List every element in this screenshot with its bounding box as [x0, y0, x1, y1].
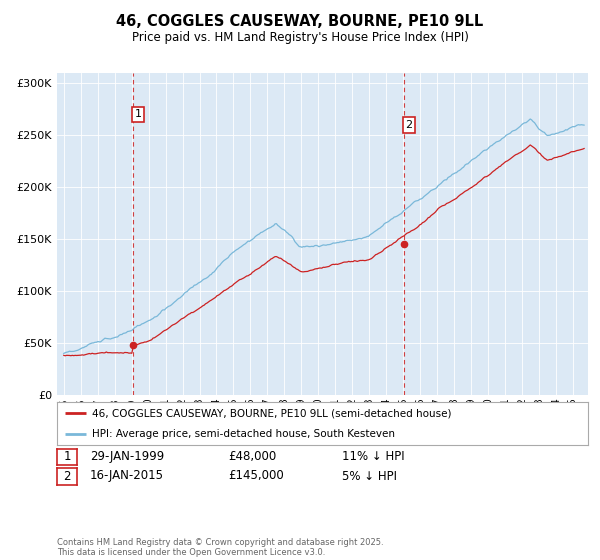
Text: 46, COGGLES CAUSEWAY, BOURNE, PE10 9LL: 46, COGGLES CAUSEWAY, BOURNE, PE10 9LL [116, 14, 484, 29]
Text: Contains HM Land Registry data © Crown copyright and database right 2025.
This d: Contains HM Land Registry data © Crown c… [57, 538, 383, 557]
Text: 16-JAN-2015: 16-JAN-2015 [90, 469, 164, 483]
Text: Price paid vs. HM Land Registry's House Price Index (HPI): Price paid vs. HM Land Registry's House … [131, 31, 469, 44]
Text: £48,000: £48,000 [228, 450, 276, 463]
Text: 29-JAN-1999: 29-JAN-1999 [90, 450, 164, 463]
Text: 2: 2 [64, 470, 71, 483]
Text: £145,000: £145,000 [228, 469, 284, 483]
Text: HPI: Average price, semi-detached house, South Kesteven: HPI: Average price, semi-detached house,… [92, 430, 395, 439]
Text: 46, COGGLES CAUSEWAY, BOURNE, PE10 9LL (semi-detached house): 46, COGGLES CAUSEWAY, BOURNE, PE10 9LL (… [92, 408, 451, 418]
Text: 1: 1 [64, 450, 71, 464]
Text: 1: 1 [134, 109, 142, 119]
Text: 11% ↓ HPI: 11% ↓ HPI [342, 450, 404, 463]
Text: 5% ↓ HPI: 5% ↓ HPI [342, 469, 397, 483]
Text: 2: 2 [406, 120, 413, 130]
